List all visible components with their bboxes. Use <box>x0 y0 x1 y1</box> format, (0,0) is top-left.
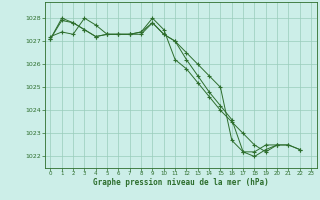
X-axis label: Graphe pression niveau de la mer (hPa): Graphe pression niveau de la mer (hPa) <box>93 178 269 187</box>
